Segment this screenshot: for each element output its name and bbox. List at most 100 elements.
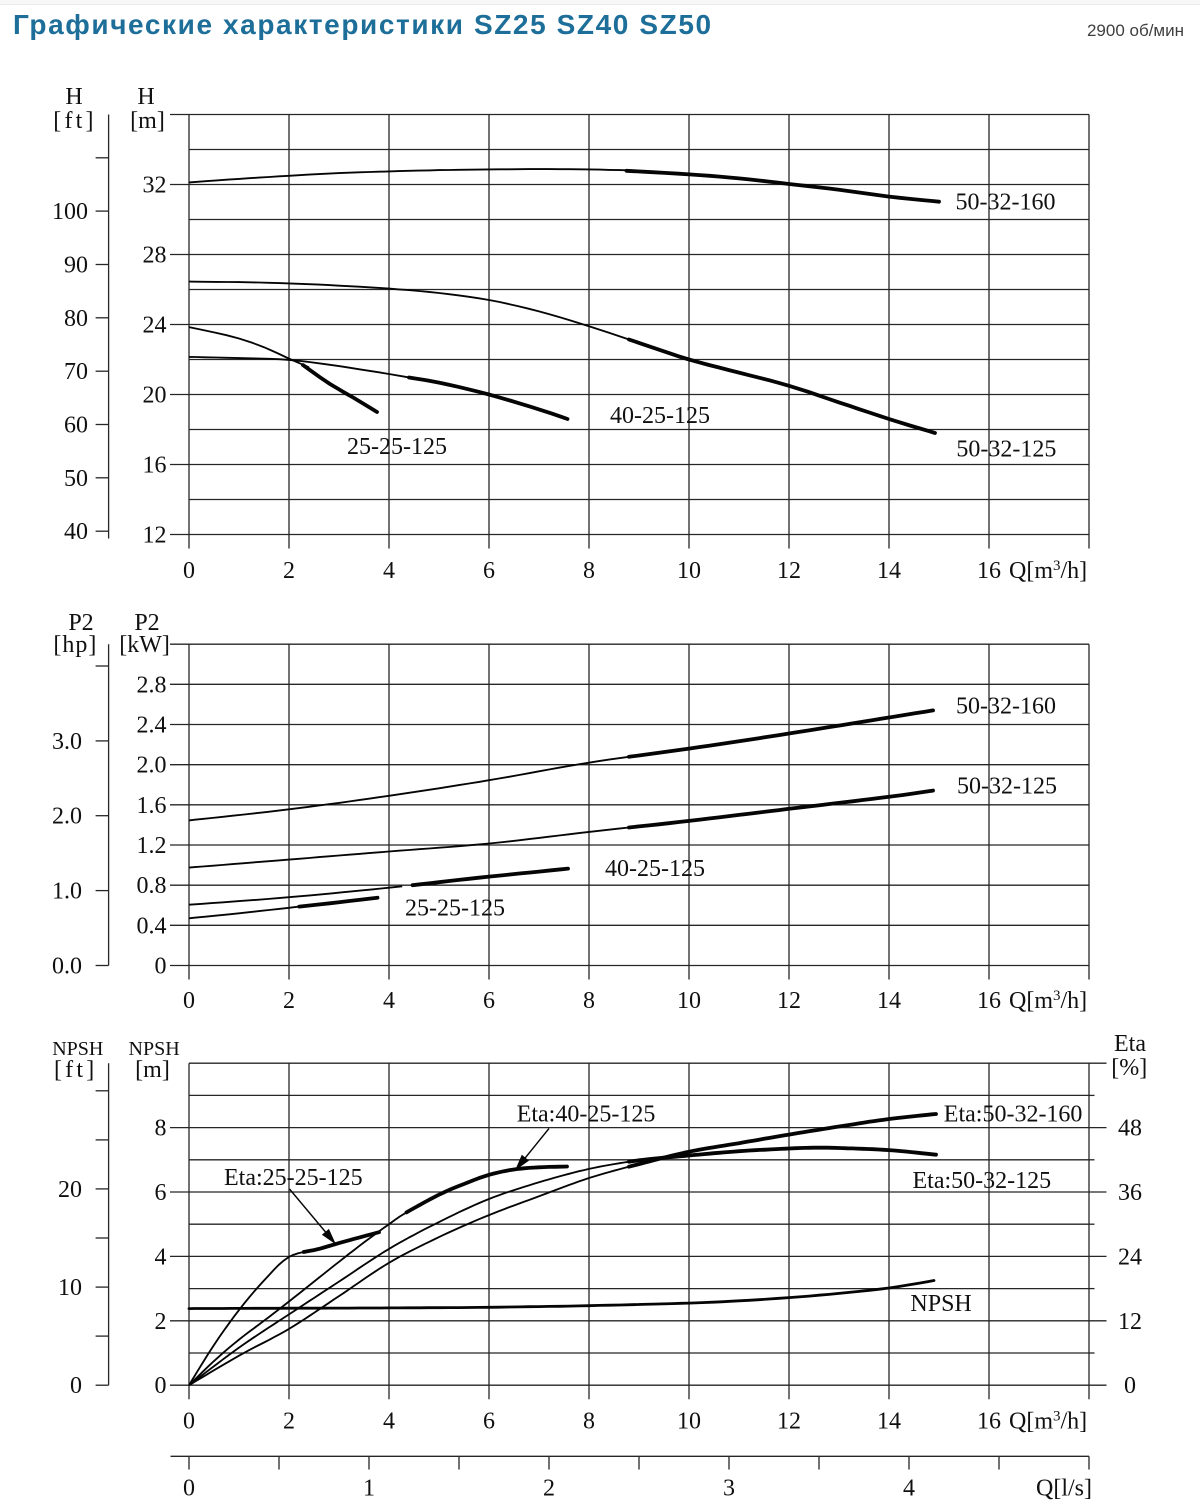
svg-text:NPSH: NPSH (129, 1038, 180, 1060)
svg-text:28: 28 (143, 243, 167, 269)
svg-text:0.0: 0.0 (52, 954, 82, 980)
svg-text:24: 24 (1118, 1244, 1142, 1270)
svg-text:2: 2 (283, 1409, 295, 1435)
svg-text:48: 48 (1118, 1116, 1142, 1142)
svg-text:H: H (137, 84, 154, 110)
svg-text:40-25-125: 40-25-125 (605, 856, 705, 882)
svg-text:0: 0 (70, 1373, 82, 1399)
svg-text:10: 10 (677, 988, 701, 1014)
svg-text:P2: P2 (134, 610, 159, 636)
svg-text:1.2: 1.2 (137, 833, 167, 859)
svg-text:36: 36 (1118, 1180, 1142, 1206)
svg-text:0: 0 (183, 1409, 195, 1435)
svg-text:2: 2 (155, 1309, 167, 1335)
svg-text:10: 10 (58, 1275, 82, 1301)
svg-text:4: 4 (383, 558, 395, 584)
svg-text:0: 0 (183, 988, 195, 1014)
svg-text:6: 6 (483, 1409, 495, 1435)
svg-text:3.0: 3.0 (52, 729, 82, 755)
svg-text:12: 12 (777, 1409, 801, 1435)
svg-text:[hp]: [hp] (53, 632, 97, 658)
svg-text:4: 4 (903, 1476, 915, 1501)
svg-text:0.4: 0.4 (137, 913, 167, 939)
svg-text:16: 16 (977, 558, 1001, 584)
svg-text:0.8: 0.8 (137, 873, 167, 899)
svg-text:32: 32 (143, 173, 167, 199)
svg-text:2: 2 (283, 988, 295, 1014)
svg-text:25-25-125: 25-25-125 (405, 896, 505, 922)
svg-text:16: 16 (977, 988, 1001, 1014)
svg-text:Eta:50-32-125: Eta:50-32-125 (913, 1168, 1052, 1194)
svg-text:H: H (65, 84, 82, 110)
svg-text:2.0: 2.0 (52, 804, 82, 830)
svg-text:8: 8 (583, 988, 595, 1014)
svg-text:2.8: 2.8 (137, 672, 167, 698)
svg-text:50-32-160: 50-32-160 (956, 694, 1056, 720)
svg-text:2: 2 (283, 558, 295, 584)
svg-text:NPSH: NPSH (52, 1038, 103, 1060)
svg-text:[ft]: [ft] (53, 108, 96, 134)
svg-text:4: 4 (383, 988, 395, 1014)
svg-text:6: 6 (483, 558, 495, 584)
svg-text:8: 8 (583, 1409, 595, 1435)
svg-text:8: 8 (583, 558, 595, 584)
svg-text:NPSH: NPSH (910, 1291, 971, 1317)
svg-text:50-32-160: 50-32-160 (956, 190, 1056, 216)
svg-text:Графические характеристики SZ2: Графические характеристики SZ25 SZ40 SZ5… (13, 9, 713, 40)
svg-text:12: 12 (777, 558, 801, 584)
svg-text:20: 20 (58, 1177, 82, 1203)
svg-text:50-32-125: 50-32-125 (957, 774, 1057, 800)
svg-text:[%]: [%] (1111, 1055, 1147, 1081)
svg-text:3: 3 (723, 1476, 735, 1501)
svg-text:6: 6 (483, 988, 495, 1014)
svg-text:Q[m3/h]: Q[m3/h] (1009, 988, 1087, 1014)
svg-text:14: 14 (877, 1409, 901, 1435)
svg-text:50: 50 (64, 466, 88, 492)
svg-text:Eta:25-25-125: Eta:25-25-125 (224, 1165, 363, 1191)
svg-text:40-25-125: 40-25-125 (610, 403, 710, 429)
svg-text:[kW]: [kW] (119, 632, 170, 658)
svg-text:2900 об/мин: 2900 об/мин (1087, 21, 1184, 40)
svg-text:P2: P2 (68, 610, 93, 636)
svg-text:80: 80 (64, 306, 88, 332)
svg-text:16: 16 (143, 453, 167, 479)
svg-text:12: 12 (777, 988, 801, 1014)
svg-text:12: 12 (143, 523, 167, 549)
svg-text:Q[l/s]: Q[l/s] (1036, 1476, 1092, 1501)
svg-text:Q[m3/h]: Q[m3/h] (1009, 558, 1087, 584)
svg-text:1.0: 1.0 (52, 879, 82, 905)
svg-text:[m]: [m] (135, 1057, 170, 1083)
svg-text:Eta:50-32-160: Eta:50-32-160 (944, 1102, 1083, 1128)
svg-text:14: 14 (877, 988, 901, 1014)
svg-text:4: 4 (155, 1244, 167, 1270)
svg-text:90: 90 (64, 253, 88, 279)
svg-text:[m]: [m] (130, 108, 165, 134)
svg-text:1: 1 (363, 1476, 375, 1501)
svg-text:10: 10 (677, 1409, 701, 1435)
svg-text:Q[m3/h]: Q[m3/h] (1009, 1409, 1087, 1435)
svg-text:24: 24 (143, 313, 167, 339)
svg-text:100: 100 (52, 199, 88, 225)
svg-text:2.0: 2.0 (137, 753, 167, 779)
svg-text:16: 16 (977, 1409, 1001, 1435)
svg-text:40: 40 (64, 519, 88, 545)
svg-text:0: 0 (1124, 1373, 1136, 1399)
svg-text:2: 2 (543, 1476, 555, 1501)
svg-text:70: 70 (64, 359, 88, 385)
svg-text:4: 4 (383, 1409, 395, 1435)
svg-text:Eta:40-25-125: Eta:40-25-125 (517, 1102, 656, 1128)
svg-text:[ft]: [ft] (54, 1057, 97, 1083)
svg-text:1.6: 1.6 (137, 793, 167, 819)
svg-text:60: 60 (64, 413, 88, 439)
svg-text:0: 0 (155, 1373, 167, 1399)
svg-text:12: 12 (1118, 1309, 1142, 1335)
svg-text:8: 8 (155, 1116, 167, 1142)
svg-text:20: 20 (143, 383, 167, 409)
svg-text:10: 10 (677, 558, 701, 584)
svg-text:6: 6 (155, 1180, 167, 1206)
svg-text:50-32-125: 50-32-125 (956, 437, 1056, 463)
svg-text:25-25-125: 25-25-125 (347, 434, 447, 460)
svg-text:0: 0 (183, 1476, 195, 1501)
svg-text:0: 0 (155, 954, 167, 980)
svg-text:14: 14 (877, 558, 901, 584)
